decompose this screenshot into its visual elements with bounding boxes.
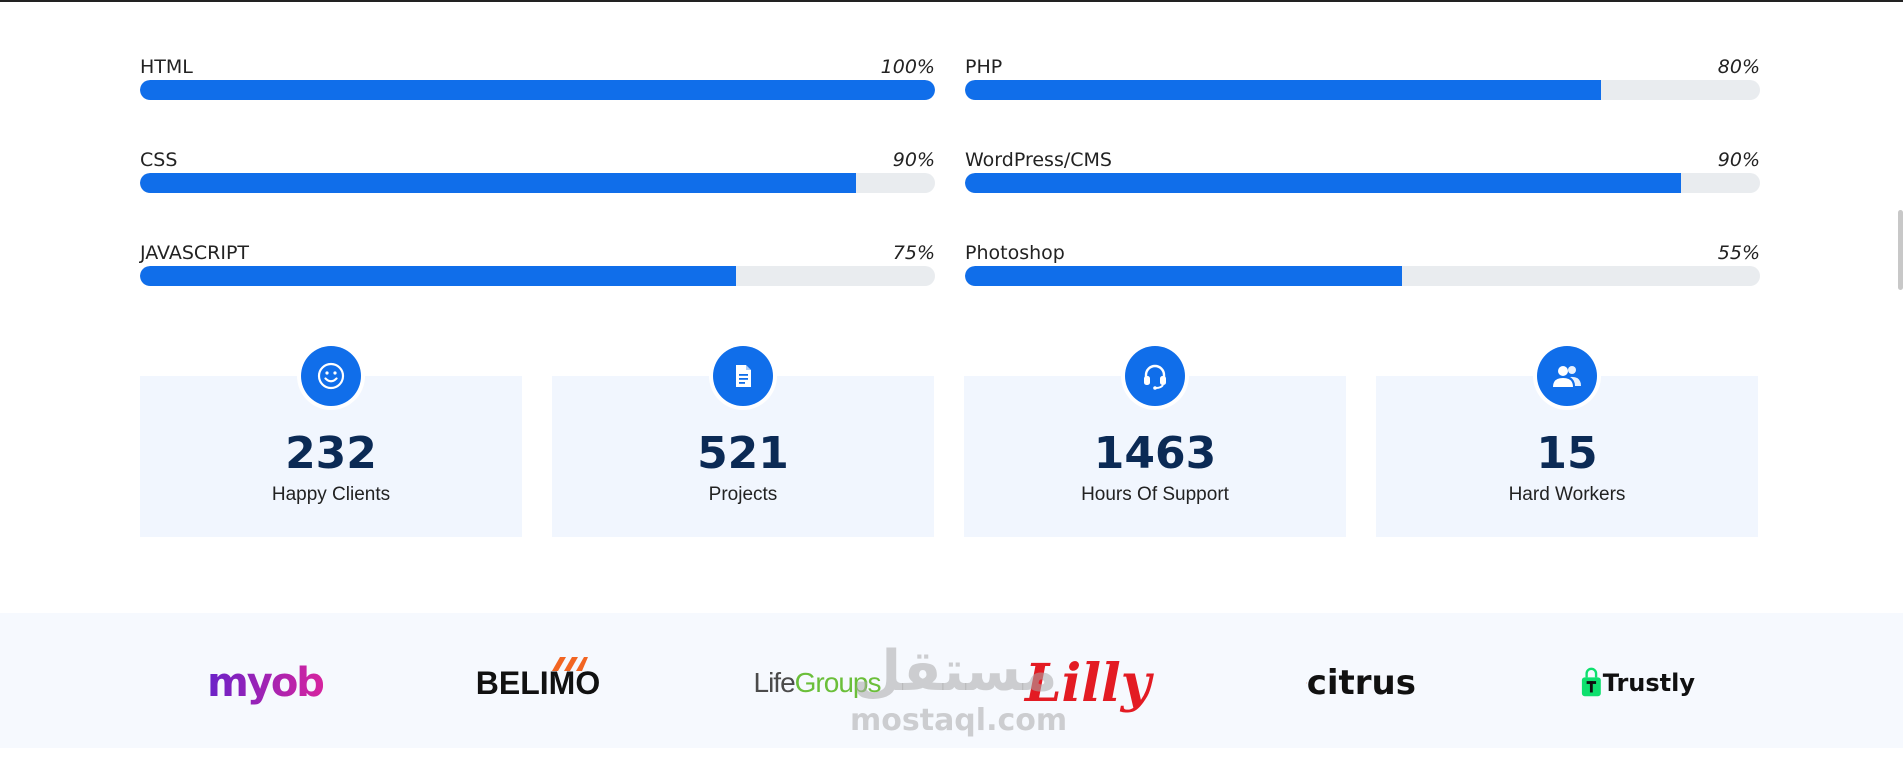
progress-bar [140,266,935,286]
client-logo-trustly[interactable]: Trustly [1580,653,1695,713]
skill-css: CSS 90% [140,143,935,193]
skill-percent: 80% [1717,56,1760,78]
smile-icon [301,346,361,406]
progress-bar [140,80,935,100]
count-label: Projects [708,484,778,505]
progress-bar [140,173,935,193]
count-happy-clients: 232 Happy Clients [140,346,522,537]
top-border [0,0,1903,2]
count-number: 232 [285,428,377,479]
headset-icon [1125,346,1185,406]
count-label: Hours Of Support [1081,484,1229,505]
skill-html: HTML 100% [140,50,935,100]
watermark: مستقل mostaql.com [850,639,1068,738]
count-projects: 521 Projects [552,346,934,537]
count-number: 1463 [1093,428,1217,479]
skill-percent: 90% [892,149,935,171]
skill-name: CSS [140,149,178,171]
progress-bar [965,266,1760,286]
people-icon [1537,346,1597,406]
client-logo-lilly[interactable]: Lilly [1024,652,1152,714]
client-logo-citrus[interactable]: citrus [1306,653,1416,713]
progress-fill [140,266,737,286]
count-label: Happy Clients [271,484,391,505]
client-logo-lifegroups[interactable]: LifeGroups [752,653,882,713]
progress-bar [965,173,1760,193]
lilly-logo-text: Lilly [1024,652,1152,714]
skill-percent: 90% [1717,149,1760,171]
scrollbar-thumb[interactable] [1898,210,1903,290]
trustly-bag-icon [1581,667,1601,697]
lifegroups-logo-text: LifeGroups [753,667,882,698]
counts-section: 232 Happy Clients 521 Projects 1463 Hour… [140,346,1760,537]
skill-name: PHP [965,56,1003,78]
skill-percent: 55% [1717,242,1760,264]
citrus-mark-icon [1306,682,1307,684]
watermark-arabic: مستقل [852,639,1058,704]
skill-php: PHP 80% [965,50,1760,100]
client-logo-myob[interactable]: myob [205,653,325,713]
document-icon [713,346,773,406]
myob-logo-text: myob [207,660,325,706]
progress-fill [965,80,1601,100]
skills-column-left: HTML 100% CSS 90% JAVASCRIPT 75% [140,50,935,329]
skill-wordpress: WordPress/CMS 90% [965,143,1760,193]
watermark-latin: mostaql.com [850,703,1068,738]
client-logo-belimo[interactable]: BELIMO [476,653,600,713]
clients-section: myob BELIMO LifeGroups Lilly citrus Trus… [0,613,1903,748]
skills-section: HTML 100% CSS 90% JAVASCRIPT 75% PHP 80% [140,50,1760,329]
skill-name: HTML [140,56,193,78]
progress-fill [140,173,856,193]
belimo-mark-icon [552,657,588,671]
count-hours-support: 1463 Hours Of Support [964,346,1346,537]
citrus-logo-text: citrus [1306,663,1416,703]
count-label: Hard Workers [1508,484,1626,505]
count-number: 15 [1536,428,1598,479]
progress-fill [140,80,935,100]
skill-name: JAVASCRIPT [140,242,250,264]
count-hard-workers: 15 Hard Workers [1376,346,1758,537]
progress-fill [965,173,1681,193]
count-number: 521 [697,428,789,479]
trustly-logo-text: Trustly [1602,669,1695,697]
skills-column-right: PHP 80% WordPress/CMS 90% Photoshop 55% [965,50,1760,329]
skill-percent: 75% [892,242,935,264]
skill-percent: 100% [880,56,935,78]
skill-name: Photoshop [965,242,1065,264]
progress-bar [965,80,1760,100]
progress-fill [965,266,1403,286]
skill-name: WordPress/CMS [965,149,1112,171]
skill-javascript: JAVASCRIPT 75% [140,236,935,286]
skill-photoshop: Photoshop 55% [965,236,1760,286]
